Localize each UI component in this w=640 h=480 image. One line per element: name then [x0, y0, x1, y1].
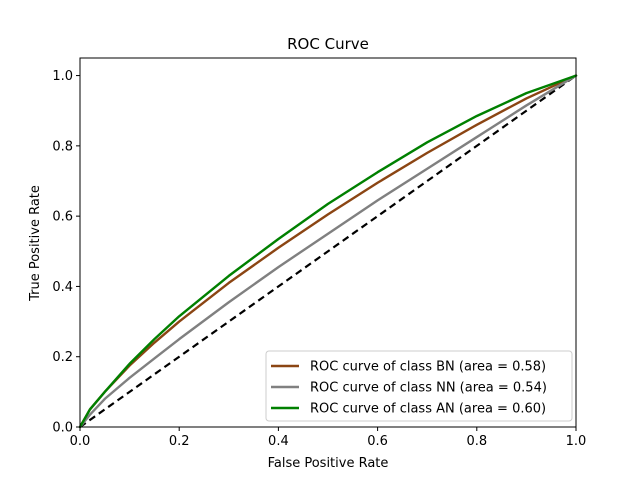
series-line-2: [78, 74, 578, 429]
x-axis-label: False Positive Rate: [268, 456, 389, 471]
legend: ROC curve of class BN (area = 0.58) ROC c…: [265, 350, 573, 422]
legend-box: [265, 350, 573, 422]
x-tick-label: 0.8: [466, 434, 487, 449]
y-axis-label: True Positive Rate: [28, 185, 43, 302]
y-tick-label: 0.6: [52, 210, 73, 225]
x-tick-label: 0.6: [367, 434, 388, 449]
y-tick-label: 0.4: [52, 280, 73, 295]
y-tick-label: 1.0: [52, 69, 73, 84]
reference-diagonal-line: [79, 74, 577, 428]
plot-area: 0.0 0.2 0.4 0.6 0.8 1.0 0.0 0.2 0.4 0.6 0.8 1.0 ROC …: [52, 57, 587, 449]
plot-frame: [79, 57, 577, 428]
legend-label-1: ROC curve of class NN (area = 0.54): [310, 381, 547, 396]
x-tick-label: 0.2: [169, 434, 190, 449]
x-tick-label: 0.0: [70, 434, 91, 449]
y-tick-label: 0.8: [52, 139, 73, 154]
legend-label-2: ROC curve of class AN (area = 0.60): [310, 402, 546, 417]
series-line-1: [78, 74, 578, 429]
x-tick-label: 0.4: [268, 434, 289, 449]
chart-title: ROC Curve: [287, 35, 369, 53]
legend-label-0: ROC curve of class BN (area = 0.58): [310, 360, 546, 375]
y-tick-label: 0.0: [52, 421, 73, 436]
x-tick-label: 1.0: [566, 434, 587, 449]
y-tick-label: 0.2: [52, 350, 73, 365]
